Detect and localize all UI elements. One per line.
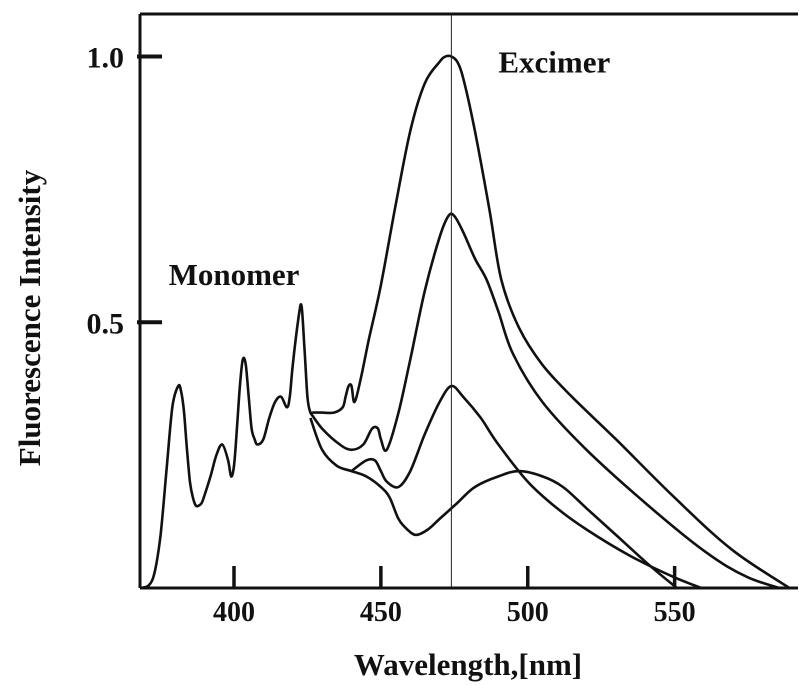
y-axis-title: Fluorescence Intensity (12, 169, 47, 466)
series-layer (140, 54, 793, 588)
x-tick-label: 550 (654, 597, 696, 628)
x-axis-title: Wavelength,[nm] (354, 647, 582, 682)
spectrum-curve-3 (350, 384, 706, 588)
y-tick-label: 0.5 (87, 307, 125, 340)
x-tick-label: 500 (507, 597, 549, 628)
x-tick-label: 450 (360, 597, 402, 628)
y-tick-label: 1.0 (87, 42, 125, 75)
monomer-annotation: Monomer (169, 257, 300, 292)
axes-frame (138, 12, 798, 590)
excimer-annotation: Excimer (498, 44, 610, 79)
spectrum-curve-4 (309, 417, 679, 588)
x-ticks: 400 450 500 550 (213, 566, 696, 628)
spectrum-curve-2 (309, 212, 784, 588)
y-ticks: 0.5 1.0 (87, 42, 162, 340)
spectrum-curve-1 (140, 54, 793, 588)
x-tick-label: 400 (213, 597, 255, 628)
